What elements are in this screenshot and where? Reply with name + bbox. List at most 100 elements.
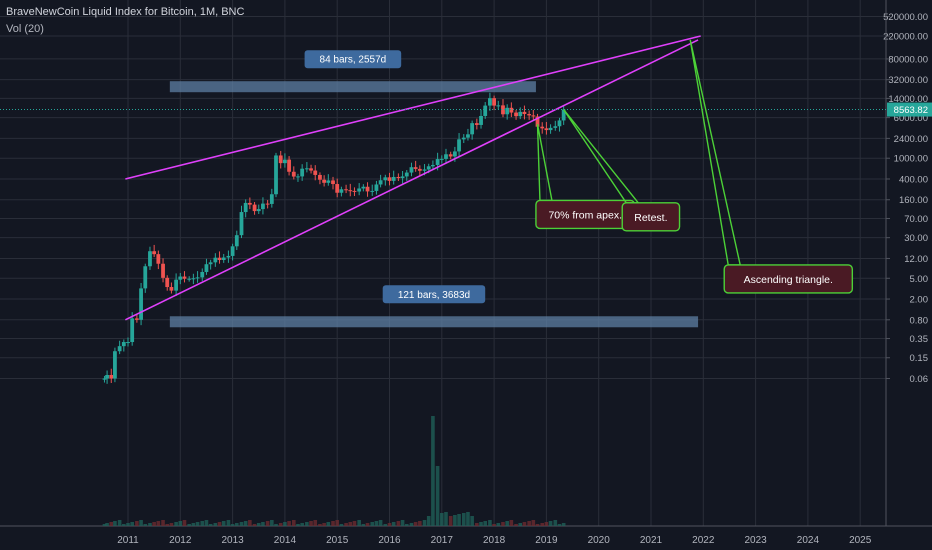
volume-bar <box>370 522 375 526</box>
candle-body <box>466 134 470 138</box>
callout-box <box>723 264 854 294</box>
candle <box>561 105 566 125</box>
volume-bar <box>217 522 222 526</box>
volume-bar <box>444 512 448 526</box>
candle-body <box>548 127 553 131</box>
candle-body <box>174 279 179 291</box>
candle-body <box>113 351 117 379</box>
volume-bar <box>278 523 283 526</box>
candle-body <box>105 375 109 379</box>
candle <box>313 165 318 181</box>
candle-body <box>374 184 379 191</box>
candle <box>339 186 344 197</box>
candle <box>121 339 126 352</box>
volume-bar <box>357 520 361 526</box>
candle-body <box>339 189 344 193</box>
measure-range-bar <box>169 316 699 328</box>
volume-bar <box>535 524 540 526</box>
x-tick-label: 2024 <box>797 535 820 546</box>
y-axis: 520000.00 220000.00 80000.00 32000.00 14000.… <box>0 12 928 385</box>
candle-body <box>165 277 170 288</box>
measure-label: 121 bars, 3683d <box>398 290 470 301</box>
candle-body <box>102 378 107 380</box>
volume-bar <box>213 523 218 526</box>
candle <box>226 250 231 263</box>
candle-body <box>452 151 457 157</box>
measure-label-box <box>382 285 486 304</box>
volume-bar <box>561 523 566 526</box>
candle-body <box>287 159 291 172</box>
volume-bar <box>322 523 326 526</box>
volume-bar <box>305 522 309 526</box>
candle-body <box>187 278 192 280</box>
y-tick-label: 6000.00 <box>894 113 928 124</box>
candle-body <box>256 209 261 212</box>
volume-bar <box>527 521 531 526</box>
candle-body <box>514 112 518 117</box>
volume-bar <box>318 524 322 526</box>
candle-body <box>457 139 461 152</box>
y-tick-label: 2400.00 <box>894 134 928 145</box>
measure-range-bar <box>169 81 536 93</box>
volume-bar <box>248 520 252 526</box>
candle <box>208 259 213 270</box>
candle <box>444 148 448 163</box>
candle <box>274 152 278 198</box>
volume-bar <box>518 523 523 526</box>
candle <box>143 263 148 293</box>
x-tick-label: 2014 <box>274 535 297 546</box>
volume-bar <box>435 466 440 526</box>
candle <box>239 205 244 239</box>
candle <box>204 258 209 275</box>
volume-bar <box>475 523 479 526</box>
volume-bar <box>148 523 152 526</box>
candle <box>287 156 291 176</box>
candle-body <box>182 276 187 279</box>
candle <box>439 155 444 164</box>
candle <box>417 165 422 177</box>
candle <box>165 275 170 291</box>
candle <box>326 174 331 186</box>
candle-body <box>357 188 362 192</box>
volume-bar <box>161 520 165 526</box>
volume-bar <box>143 524 148 526</box>
candle <box>409 162 414 177</box>
candle-body <box>557 120 562 127</box>
candle <box>404 169 409 181</box>
candle <box>261 197 265 215</box>
candle-body <box>169 287 174 291</box>
volume-bar <box>365 523 370 526</box>
candle <box>309 164 313 174</box>
candle-body <box>230 246 235 256</box>
volume-bar <box>501 522 505 526</box>
candle-body <box>444 154 448 159</box>
candle-body <box>109 375 114 379</box>
volume-bar <box>461 513 466 526</box>
candle <box>247 197 252 210</box>
candle <box>221 253 226 263</box>
candle <box>296 173 300 182</box>
candle-body <box>274 155 278 195</box>
volume-bar <box>261 522 265 526</box>
candle <box>448 151 453 160</box>
candle-body <box>265 203 270 205</box>
candle-body <box>378 180 383 185</box>
volume-bar <box>221 521 226 526</box>
y-tick-label: 400.00 <box>899 174 928 185</box>
candle-body <box>247 202 252 205</box>
candle-body <box>531 115 536 117</box>
volume-bar <box>387 523 392 526</box>
price-axis-panel <box>886 0 932 526</box>
candle-body <box>331 180 335 185</box>
candle-body <box>509 107 514 113</box>
volume-bar <box>109 522 114 526</box>
volume-bar <box>418 521 422 526</box>
candle <box>514 109 518 120</box>
candle-body <box>435 159 440 165</box>
candle <box>479 109 483 129</box>
volume-bar <box>413 522 418 526</box>
chart-title: BraveNewCoin Liquid Index for Bitcoin, 1… <box>6 6 245 18</box>
candle <box>527 110 532 120</box>
candle <box>496 100 501 110</box>
